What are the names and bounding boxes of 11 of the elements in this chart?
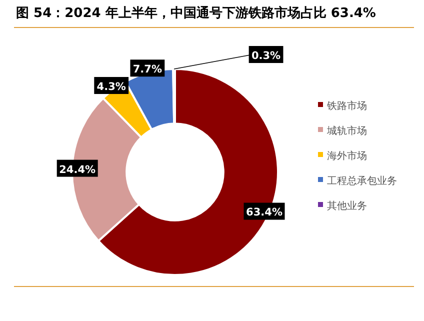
- legend-label: 城轨市场: [326, 125, 367, 137]
- legend-label: 铁路市场: [326, 100, 367, 112]
- data-label: 24.4%: [59, 164, 96, 176]
- data-label: 63.4%: [246, 206, 283, 219]
- data-label: 0.3%: [251, 50, 282, 62]
- data-label: 4.3%: [96, 80, 126, 93]
- data-label: 7.7%: [132, 64, 162, 76]
- legend-label: 工程总承包业务: [327, 175, 397, 187]
- title: 图 54：2024 年上半年，中国通号下游铁路市场占比 63.4%: [16, 4, 377, 22]
- legend-label: 海外市场: [327, 150, 367, 162]
- legend-label: 其他业务: [327, 200, 367, 212]
